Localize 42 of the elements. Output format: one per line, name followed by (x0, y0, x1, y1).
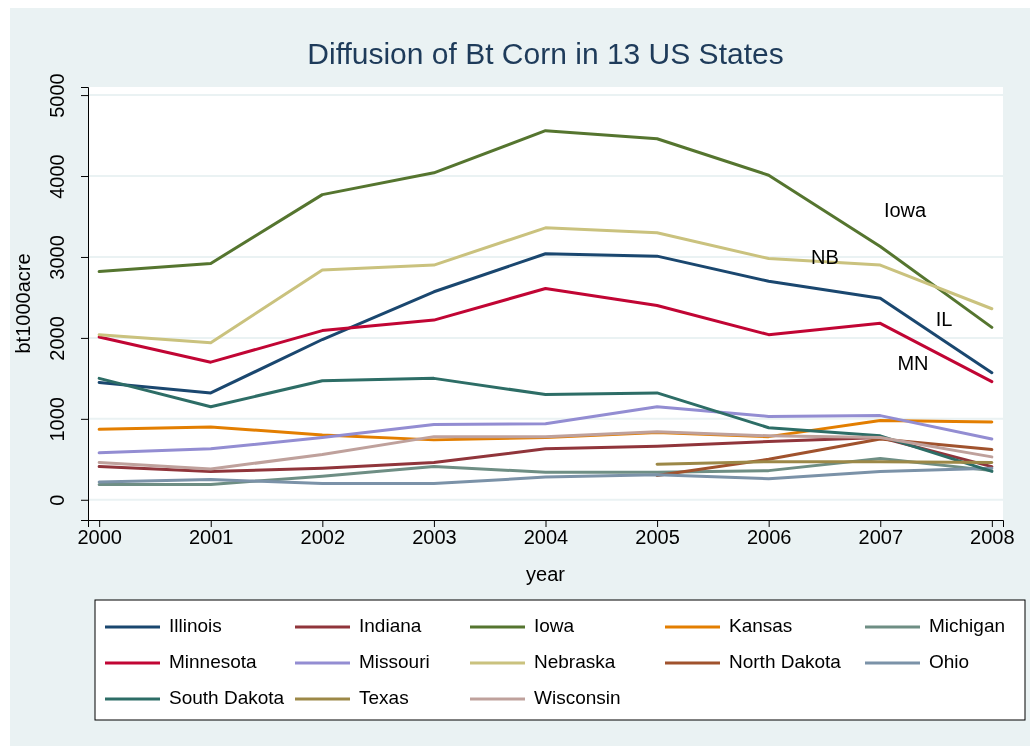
x-axis-title: year (526, 563, 566, 585)
y-tick-label: 0 (46, 494, 68, 506)
legend-label: Missouri (359, 651, 430, 673)
y-tick-label: 2000 (46, 316, 68, 361)
x-tick-label: 2001 (188, 526, 234, 549)
y-tick-label: 4000 (46, 154, 68, 199)
legend-label: Indiana (359, 615, 422, 637)
x-tick-label: 2007 (858, 526, 904, 549)
line-series (97, 376, 994, 473)
legend-label: Texas (359, 687, 409, 709)
x-tick-label: 2005 (635, 526, 680, 549)
annotation: IL (935, 308, 953, 331)
x-tick-label: 2006 (746, 526, 792, 549)
chart-title: Diffusion of Bt Corn in 13 US States (307, 37, 784, 70)
x-tick-label: 2003 (412, 526, 457, 549)
annotation: Iowa (883, 199, 927, 222)
x-tick-label: 2002 (300, 526, 346, 549)
line-series (97, 129, 994, 329)
line-series (97, 405, 994, 455)
line-series (97, 287, 994, 384)
legend-label: North Dakota (729, 651, 842, 673)
legend-label: Kansas (729, 615, 793, 637)
line-series (97, 226, 994, 345)
y-tick-label: 5000 (46, 73, 68, 118)
x-tick-label: 2004 (523, 526, 569, 549)
legend-label: Illinois (169, 615, 222, 637)
legend-label: South Dakota (169, 687, 285, 709)
legend-label: Nebraska (534, 651, 616, 673)
line-series (97, 252, 994, 395)
annotation: NB (811, 246, 839, 269)
y-axis-title: bt1000acre (12, 253, 34, 354)
y-tick-label: 1000 (46, 397, 68, 442)
legend-label: Ohio (929, 651, 970, 673)
legend-label: Wisconsin (534, 687, 621, 709)
x-tick-label: 2000 (77, 526, 122, 549)
legend-label: Iowa (534, 615, 575, 637)
y-tick-label: 3000 (46, 235, 68, 280)
annotation: MN (897, 352, 929, 375)
legend-label: Minnesota (169, 651, 258, 673)
line-series (97, 466, 994, 486)
legend-label: Michigan (929, 615, 1006, 637)
x-tick-label: 2008 (970, 526, 1015, 549)
